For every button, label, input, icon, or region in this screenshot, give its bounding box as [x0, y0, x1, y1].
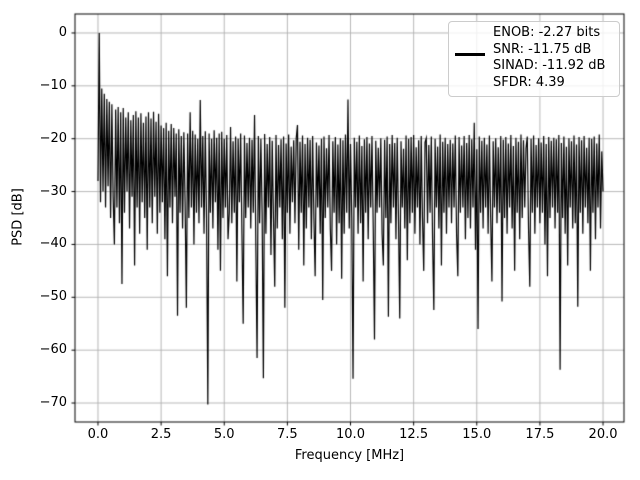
y-tick-label: −10	[39, 77, 67, 93]
x-tick-label: 17.5	[525, 427, 555, 442]
y-tick-label: −30	[39, 183, 67, 199]
y-tick-label: −40	[39, 236, 67, 252]
x-axis-label: Frequency [MHz]	[294, 448, 405, 463]
x-tick-label: 10.0	[336, 427, 365, 442]
x-tick-label: 15.0	[462, 427, 492, 442]
y-tick-label: −60	[39, 342, 67, 358]
x-tick-label: 5.0	[213, 427, 235, 442]
x-tick-label: 2.5	[150, 427, 172, 442]
legend-entry-enob: ENOB: -2.27 bits	[493, 25, 601, 40]
x-tick-label: 7.5	[277, 427, 298, 442]
y-tick-label: −50	[39, 289, 67, 305]
legend-box: ENOB: -2.27 bits SNR: -11.75 dB SINAD: -…	[448, 21, 620, 97]
legend-entry-snr: SNR: -11.75 dB	[493, 41, 592, 57]
y-tick-label: −70	[39, 395, 67, 411]
x-tick-label: 12.5	[399, 427, 429, 442]
x-tick-label: 0.0	[87, 427, 109, 442]
y-tick-label: −20	[39, 130, 67, 146]
y-tick-label: 0	[58, 24, 67, 40]
legend-entry-sinad: SINAD: -11.92 dB	[493, 58, 606, 73]
x-tick-label: 20.0	[588, 427, 618, 442]
legend-entries: ENOB: -2.27 bits SNR: -11.75 dB SINAD: -…	[493, 25, 605, 91]
legend-line-sample	[455, 53, 485, 56]
legend-entry-sfdr: SFDR: 4.39	[493, 74, 565, 90]
